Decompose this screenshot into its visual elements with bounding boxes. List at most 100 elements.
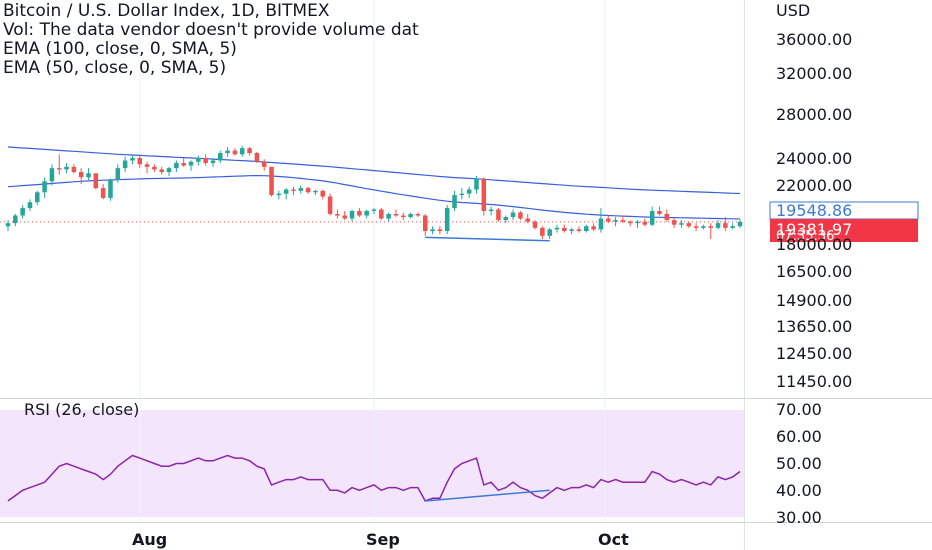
candle [510, 209, 516, 221]
candle-body [93, 173, 99, 189]
candle [408, 212, 413, 219]
candle-body [415, 214, 421, 216]
candle [188, 160, 194, 171]
candle [5, 220, 11, 232]
candle [635, 220, 640, 228]
ema-value: 19548.86 [776, 201, 852, 220]
ema50-line[interactable] [7, 174, 741, 220]
candle-body [430, 229, 435, 232]
rsi-legend[interactable]: RSI (26, close) [24, 400, 140, 419]
candle [100, 184, 106, 200]
candle-body [723, 223, 728, 228]
rsi-pane [7, 454, 741, 502]
candle-body [276, 193, 282, 196]
candle-body [122, 160, 128, 169]
price-tick: 32000.00 [776, 64, 852, 83]
candle [181, 158, 186, 167]
price-trendline[interactable] [425, 236, 550, 242]
candle [174, 160, 179, 173]
candle [415, 212, 421, 218]
gridlines [139, 0, 606, 522]
candle [320, 189, 326, 200]
candle-body [613, 220, 618, 222]
candle [437, 226, 443, 235]
candle-body [100, 188, 106, 198]
candle-body [481, 178, 487, 212]
candle-body [152, 166, 157, 170]
candle [27, 199, 33, 212]
ema100-legend[interactable]: EMA (100, close, 0, SMA, 5) [3, 40, 237, 59]
candle [159, 166, 164, 175]
rsi-line[interactable] [7, 454, 741, 502]
legend: Bitcoin / U.S. Dollar Index, 1D, BITMEX … [3, 2, 743, 78]
rsi-trendline[interactable] [425, 489, 550, 502]
candle-body [239, 148, 245, 155]
price-tick: 22000.00 [776, 176, 852, 195]
candle [78, 168, 84, 185]
candle-body [108, 179, 113, 198]
candle [620, 215, 626, 224]
candle-body [686, 223, 692, 227]
candle [679, 220, 684, 228]
candle [422, 214, 428, 236]
candle-body [78, 172, 84, 178]
candle-body [254, 153, 260, 162]
candle-body [313, 190, 318, 193]
candle [693, 223, 699, 232]
candle [598, 208, 604, 233]
rsi-tick: 40.00 [776, 481, 822, 500]
candle [210, 158, 216, 167]
ema50-legend[interactable]: EMA (50, close, 0, SMA, 5) [3, 59, 227, 78]
candle [547, 227, 552, 240]
candle [496, 208, 501, 222]
candle-body [503, 217, 509, 221]
candle [540, 226, 545, 240]
candle-body [298, 188, 304, 191]
volume-note: Vol: The data vendor doesn't provide vol… [3, 21, 419, 40]
candle [701, 224, 706, 230]
candle-body [137, 158, 143, 165]
rsi-tick: 60.00 [776, 427, 822, 446]
candle-body [13, 215, 18, 224]
candle [401, 212, 406, 221]
candle [232, 148, 238, 156]
price-tick: 36000.00 [776, 30, 852, 49]
candle [657, 206, 662, 216]
candle [444, 205, 450, 235]
candle-body [701, 226, 706, 228]
rsi-axis[interactable]: 70.00 60.00 50.00 40.00 30.00 [776, 400, 822, 527]
candle-body [642, 221, 648, 225]
candle-body [591, 226, 596, 230]
candle-body [349, 211, 355, 219]
candle [56, 154, 62, 175]
candle-body [510, 212, 516, 218]
candle-body [547, 229, 552, 236]
ema100-line[interactable] [7, 146, 741, 195]
price-axis[interactable]: USD 36000.00 32000.00 28000.00 24000.00 … [769, 1, 919, 391]
candle-body [261, 161, 267, 167]
candle-body [649, 211, 655, 225]
candle-body [393, 214, 399, 216]
symbol-title[interactable]: Bitcoin / U.S. Dollar Index, 1D, BITMEX [3, 2, 330, 21]
candle-body [562, 227, 567, 232]
candle-body [474, 178, 479, 190]
candle-body [379, 209, 384, 219]
candle-body [203, 158, 208, 164]
candle [313, 189, 318, 196]
candle-body [679, 223, 684, 225]
price-pane [0, 145, 744, 242]
candle [108, 178, 113, 201]
candle-body [605, 218, 611, 222]
candle [671, 218, 677, 228]
candle-body [210, 160, 216, 164]
candle-body [35, 192, 40, 203]
candle [569, 227, 574, 235]
candle-body [693, 226, 699, 228]
candle [152, 164, 157, 173]
candle-body [569, 229, 574, 232]
candle [93, 173, 99, 190]
candle-body [225, 150, 230, 154]
candle-body [115, 168, 121, 180]
time-axis[interactable]: Aug Sep Oct [132, 530, 629, 549]
